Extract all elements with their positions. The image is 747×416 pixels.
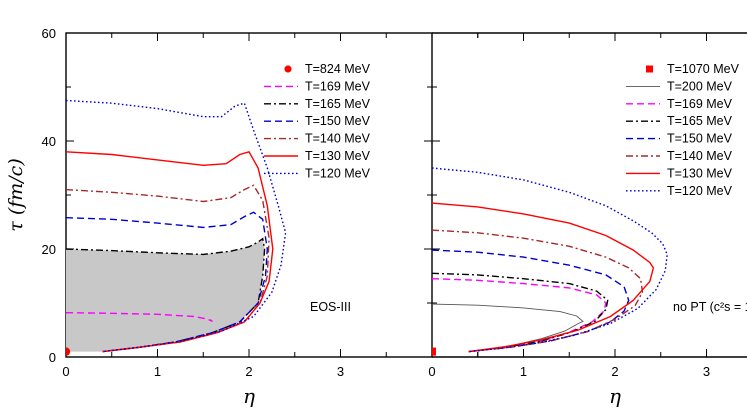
x-tick-label: 3	[703, 364, 710, 379]
x-tick-label: 2	[611, 364, 618, 379]
y-axis-label: τ (fm/c)	[5, 158, 27, 231]
legend-label: T=140 MeV	[667, 149, 733, 163]
legend-label: T=824 MeV	[305, 62, 371, 76]
legend-marker	[646, 65, 653, 73]
legend-label: T=165 MeV	[305, 97, 371, 111]
series-line	[432, 229, 644, 353]
right-legend: T=1070 MeV T=200 MeV T=169 MeV T=165 MeV T=1…	[626, 62, 740, 198]
legend-label: T=169 MeV	[305, 79, 371, 93]
legend-marker	[284, 65, 292, 73]
series-line	[66, 99, 287, 353]
x-tick-label: 1	[154, 364, 161, 379]
legend-label: T=150 MeV	[305, 114, 371, 128]
legend-label: T=169 MeV	[667, 97, 733, 111]
shaded-region	[66, 238, 265, 352]
left-annotation: EOS-III	[310, 300, 351, 314]
series-line	[432, 202, 655, 353]
x-tick-label: 2	[245, 364, 252, 379]
x-tick-label: 1	[520, 364, 527, 379]
legend-label: T=120 MeV	[305, 166, 371, 180]
left-legend: T=824 MeV T=169 MeV T=165 MeV T=150 MeV T=14…	[264, 62, 371, 180]
series-line	[432, 278, 607, 353]
legend-label: T=1070 MeV	[667, 62, 740, 76]
x-tick-label: 3	[337, 364, 344, 379]
legend-label: T=165 MeV	[667, 114, 733, 128]
right-series-layer	[432, 167, 668, 356]
right-x-axis-label: η	[609, 384, 621, 408]
series-line	[66, 150, 274, 353]
series-line	[66, 211, 269, 353]
legend-label: T=150 MeV	[667, 132, 733, 146]
x-tick-label: 0	[62, 364, 69, 379]
y-tick-label: 40	[42, 134, 56, 149]
series-line	[432, 249, 630, 353]
y-tick-label: 0	[49, 350, 56, 365]
shaded-area	[66, 238, 265, 352]
legend-label: T=200 MeV	[667, 79, 733, 93]
y-tick-label: 20	[42, 242, 56, 257]
series-marker	[66, 347, 71, 356]
y-tick-label: 60	[42, 26, 56, 41]
legend-label: T=120 MeV	[667, 184, 733, 198]
series-line	[432, 167, 668, 353]
series-line	[66, 237, 266, 353]
series-line	[432, 272, 609, 353]
legend-label: T=130 MeV	[305, 149, 371, 163]
right-annotation: no PT (c²s = 1/3)	[673, 300, 747, 314]
left-series-layer	[66, 99, 287, 356]
legend-label: T=130 MeV	[667, 166, 733, 180]
left-x-axis-label: η	[243, 384, 255, 408]
series-line	[432, 303, 584, 353]
x-tick-label: 0	[428, 364, 435, 379]
series-line	[66, 312, 213, 323]
legend-label: T=140 MeV	[305, 132, 371, 146]
series-marker	[432, 347, 436, 356]
